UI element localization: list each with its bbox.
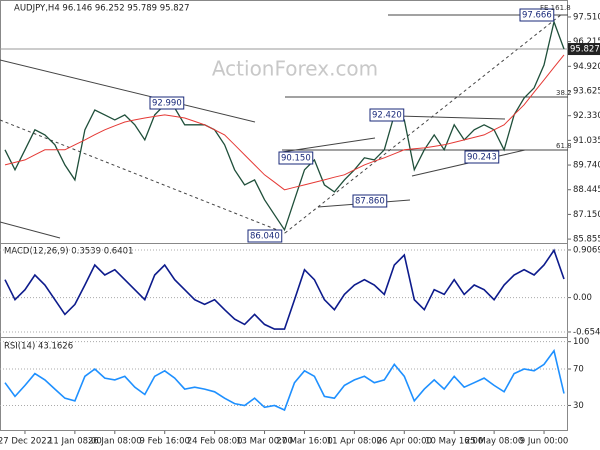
y-tick-label: 87.150 [573,210,600,220]
y-tick-label: 30 [573,401,584,411]
y-tick-label: 92.330 [573,111,600,121]
panel-title: RSI(14) 43.1626 [4,342,73,352]
annotation-box [369,108,405,122]
x-tick-label: 26 Apr 00:00 [377,437,432,447]
y-tick-label: 94.920 [573,62,600,72]
series-line [4,248,565,330]
x-tick-label: 10 May 16:00 [425,437,483,447]
x-tick-label: 11 Jan 08:00 [48,437,102,447]
series-line [4,54,565,191]
x-tick-label: 9 Feb 16:00 [140,437,190,447]
annotation-box [278,151,314,165]
x-tick-label: 24 Feb 08:00 [187,437,243,447]
last-price-tag [568,43,600,56]
y-tick-label: 93.625 [573,87,600,97]
watermark: ActionForex.com [212,57,378,81]
x-tick-label: 9 Jun 00:00 [520,437,569,447]
annotation: 90.243 [467,153,497,163]
annotation: FE 161.8 [540,4,571,12]
y-tick-label: -0.6545 [573,327,600,337]
annotation: 90.150 [281,154,311,164]
annotation: 92.990 [152,99,182,109]
last-price-label: 95.827 [570,45,600,55]
x-tick-label: 13 Mar 00:00 [236,437,293,447]
y-tick-label: 88.445 [573,185,600,195]
y-tick-label: 0.9069 [573,245,600,255]
annotation-box [149,96,185,110]
x-tick-label: 27 Dec 2022 [0,437,52,447]
annotation: 92.420 [372,111,402,121]
panel-title: MACD(12,26,9) 0.3539 0.6401 [4,247,133,257]
y-tick-label: 70 [573,365,584,375]
y-tick-label: 85.855 [573,235,600,245]
y-tick-label: 91.035 [573,136,600,146]
annotation: 86.040 [250,232,280,242]
dashed-trendline [284,13,563,234]
y-tick-label: 0.00 [573,293,592,303]
trendline [0,221,61,239]
trendline [397,115,506,120]
annotation-box [247,229,283,243]
y-tick-label: 100 [573,337,589,347]
annotation-box [519,8,555,22]
x-tick-label: 27 Mar 16:00 [276,437,333,447]
y-tick-label: 97.510 [573,12,600,22]
x-tick-label: 26 Jan 08:00 [88,437,142,447]
annotation: 38.2 [556,89,572,97]
plot-frame [0,0,568,431]
chart-title: AUDJPY,H4 96.146 96.252 95.789 95.827 [14,4,190,14]
annotation: 61.8 [556,142,572,150]
annotation: 87.860 [355,197,385,207]
y-tick-label: 89.740 [573,161,600,171]
trendline [0,59,256,123]
annotation-box [464,150,500,164]
annotation-box [352,194,388,208]
x-tick-label: 25 May 08:00 [465,437,523,447]
annotation: 97.666 [522,11,552,21]
series-line [4,348,565,412]
y-tick-label: 96.215 [573,37,600,47]
series-line [4,19,565,232]
x-tick-label: 11 Apr 08:00 [327,437,382,447]
